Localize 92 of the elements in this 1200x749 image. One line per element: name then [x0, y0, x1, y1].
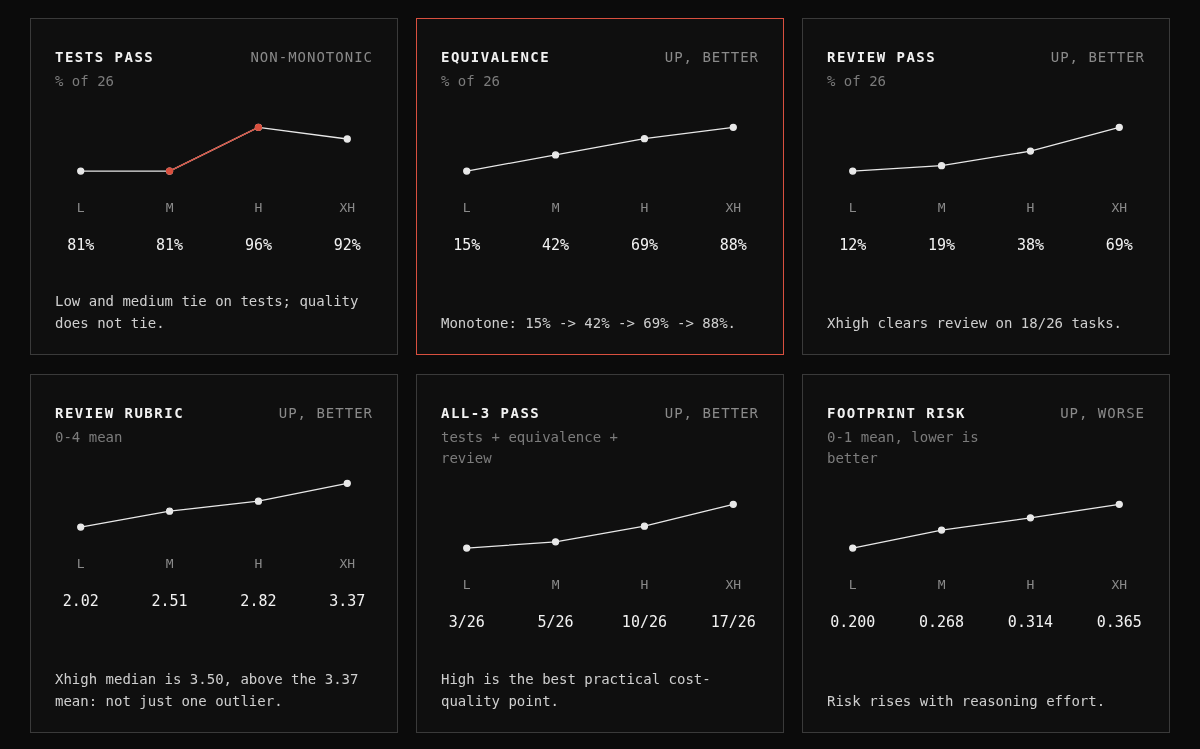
data-label: 69% [1105, 236, 1133, 254]
x-tick-label: XH [1111, 199, 1128, 215]
point [551, 151, 560, 159]
data-label: 38% [1016, 236, 1044, 254]
point [729, 500, 737, 508]
data-label: 2.51 [151, 592, 188, 610]
point [937, 162, 946, 170]
chart-title: EQUIVALENCE [441, 49, 551, 65]
x-tick-label: XH [339, 555, 356, 571]
chart-subtitle: 0-4 mean [55, 428, 124, 447]
x-tick-label: H [640, 576, 649, 592]
text: UP, BETTER [278, 405, 373, 421]
data-label: 92% [333, 236, 361, 254]
x-tick-label: L [462, 576, 471, 592]
text: UP, BETTER [664, 405, 759, 421]
x-tick-label: XH [339, 199, 356, 215]
data-label: 3/26 [448, 613, 485, 631]
chart-subtitle: % of 26 [827, 72, 887, 91]
point [1026, 514, 1035, 522]
text: UP, BETTER [1050, 49, 1145, 65]
data-label: 5/26 [537, 613, 574, 631]
data-label: 0.200 [830, 613, 876, 631]
point [551, 538, 560, 546]
x-tick-label: H [640, 199, 649, 215]
chart-subtitle: tests + equivalence + review [441, 428, 619, 468]
chart-title: FOOTPRINT RISK [827, 405, 967, 421]
x-tick-label: M [937, 199, 946, 215]
point [165, 507, 174, 515]
chart-subtitle: % of 26 [55, 72, 115, 91]
point [729, 123, 737, 131]
data-label: 2.82 [240, 592, 277, 610]
x-tick-label: H [254, 555, 263, 571]
data-label: 88% [719, 236, 747, 254]
text: UP, BETTER [664, 49, 759, 65]
data-label: 0.268 [919, 613, 965, 631]
chart-title: REVIEW PASS [827, 49, 937, 65]
x-tick-label: H [254, 199, 263, 215]
x-tick-label: L [462, 199, 471, 215]
chart-subtitle: 0-1 mean, lower is better [827, 428, 980, 468]
x-tick-label: L [848, 576, 857, 592]
data-label: 0.365 [1096, 613, 1142, 631]
data-label: 42% [542, 236, 570, 254]
chart-subtitle: % of 26 [441, 72, 501, 91]
data-label: 17/26 [710, 613, 756, 631]
data-label: 0.314 [1007, 613, 1053, 631]
text: Xhigh median is 3.50, above the 3.37 mean: not just one outlier. [55, 670, 360, 711]
text: UP, WORSE [1060, 405, 1145, 421]
text: NON-MONOTONIC [250, 49, 373, 65]
point [343, 479, 351, 487]
text: Xhigh clears review on 18/26 tasks. [827, 314, 1123, 333]
point [640, 522, 649, 530]
chart-title: TESTS PASS [55, 49, 155, 65]
data-label: 69% [630, 236, 658, 254]
text: Risk rises with reasoning effort. [827, 692, 1107, 711]
point [1115, 500, 1123, 508]
data-label: 12% [839, 236, 867, 254]
x-tick-label: M [165, 555, 174, 571]
x-tick-label: XH [1111, 576, 1128, 592]
point [849, 167, 857, 175]
x-tick-label: M [937, 576, 946, 592]
x-tick-label: L [76, 199, 85, 215]
x-tick-label: XH [725, 199, 742, 215]
chart-title: REVIEW RUBRIC [55, 405, 185, 421]
x-tick-label: XH [725, 576, 742, 592]
point [77, 523, 85, 531]
point [640, 135, 649, 143]
data-label: 81% [156, 236, 184, 254]
chart-title: ALL-3 PASS [441, 405, 541, 421]
point [254, 497, 263, 505]
x-tick-label: L [848, 199, 857, 215]
x-tick-label: M [551, 576, 560, 592]
text: Low and medium tie on tests; quality does not tie. [55, 292, 360, 333]
point [849, 544, 857, 552]
text: Monotone: 15% -> 42% -> 69% -> 88%. [441, 314, 737, 333]
text: High is the best practical cost-quality point. [441, 670, 712, 711]
point [463, 544, 471, 552]
data-label: 81% [67, 236, 95, 254]
point [937, 526, 946, 534]
data-label: 3.37 [329, 592, 366, 610]
data-label: 96% [244, 236, 272, 254]
data-label: 2.02 [62, 592, 99, 610]
point [463, 167, 471, 175]
data-label: 15% [453, 236, 481, 254]
x-tick-label: M [551, 199, 560, 215]
data-label: 10/26 [621, 613, 667, 631]
x-tick-label: M [165, 199, 174, 215]
x-tick-label: L [76, 555, 85, 571]
x-tick-label: H [1026, 576, 1035, 592]
point [1026, 147, 1035, 155]
point [1115, 123, 1123, 131]
data-label: 19% [928, 236, 956, 254]
x-tick-label: H [1026, 199, 1035, 215]
